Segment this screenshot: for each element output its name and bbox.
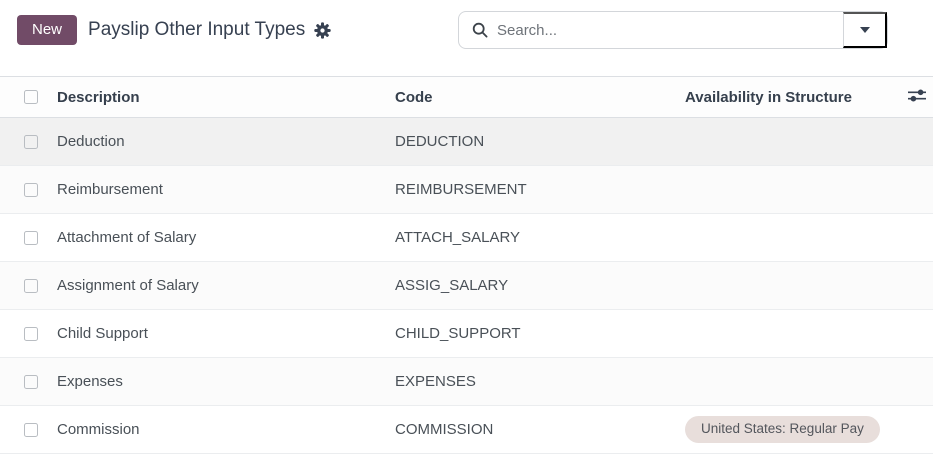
row-code-cell[interactable]: DEDUCTION [395, 117, 685, 166]
column-header-description[interactable]: Description [57, 76, 395, 118]
row-code-cell[interactable]: CHILD_SUPPORT [395, 309, 685, 358]
row-trailing-cell [900, 213, 933, 262]
row-trailing-cell [900, 165, 933, 214]
list-table: Description Code Availability in Structu… [0, 76, 933, 454]
row-availability-cell[interactable] [685, 261, 900, 310]
row-trailing-cell [900, 309, 933, 358]
row-checkbox[interactable] [24, 422, 38, 437]
search-main [459, 12, 843, 48]
row-checkbox[interactable] [24, 326, 38, 341]
row-trailing-cell [900, 261, 933, 310]
row-checkbox[interactable] [24, 134, 38, 149]
row-code-cell[interactable]: ASSIG_SALARY [395, 261, 685, 310]
row-availability-cell[interactable] [685, 357, 900, 406]
row-checkbox-cell [0, 405, 57, 454]
row-availability-cell[interactable] [685, 117, 900, 166]
row-checkbox-cell [0, 261, 57, 310]
row-description-cell[interactable]: Reimbursement [57, 165, 395, 214]
row-trailing-cell [900, 117, 933, 166]
row-trailing-cell [900, 357, 933, 406]
table-row[interactable]: Reimbursement REIMBURSEMENT [0, 165, 933, 214]
row-checkbox[interactable] [24, 374, 38, 389]
row-description-cell[interactable]: Child Support [57, 309, 395, 358]
row-availability-cell[interactable] [685, 213, 900, 262]
row-checkbox-cell [0, 213, 57, 262]
row-checkbox[interactable] [24, 278, 38, 293]
topbar: New Payslip Other Input Types [0, 0, 933, 60]
availability-badge: United States: Regular Pay [685, 416, 880, 443]
row-checkbox-cell [0, 357, 57, 406]
gear-icon[interactable] [314, 21, 331, 39]
page-title: Payslip Other Input Types [88, 19, 306, 40]
row-code-cell[interactable]: ATTACH_SALARY [395, 213, 685, 262]
search-box [458, 11, 888, 49]
search-icon [472, 22, 488, 38]
row-checkbox[interactable] [24, 230, 38, 245]
table-row[interactable]: Expenses EXPENSES [0, 357, 933, 406]
search-dropdown-toggle[interactable] [843, 12, 887, 48]
table-row[interactable]: Deduction DEDUCTION [0, 117, 933, 166]
row-description-cell[interactable]: Deduction [57, 117, 395, 166]
table-row[interactable]: Commission COMMISSION United States: Reg… [0, 405, 933, 454]
adjust-columns-icon[interactable] [907, 88, 927, 103]
adjust-columns-cell [900, 76, 933, 118]
row-availability-cell[interactable] [685, 165, 900, 214]
row-description-cell[interactable]: Attachment of Salary [57, 213, 395, 262]
table-row[interactable]: Child Support CHILD_SUPPORT [0, 309, 933, 358]
select-all-cell [0, 76, 57, 118]
row-availability-cell[interactable]: United States: Regular Pay [685, 405, 900, 454]
column-header-availability[interactable]: Availability in Structure [685, 76, 900, 118]
table-header-row: Description Code Availability in Structu… [0, 76, 933, 118]
table-row[interactable]: Assignment of Salary ASSIG_SALARY [0, 261, 933, 310]
search-input[interactable] [497, 21, 843, 39]
row-availability-cell[interactable] [685, 309, 900, 358]
row-code-cell[interactable]: COMMISSION [395, 405, 685, 454]
table-row[interactable]: Attachment of Salary ATTACH_SALARY [0, 213, 933, 262]
table-body: Deduction DEDUCTION Reimbursement REIMBU… [0, 117, 933, 454]
row-code-cell[interactable]: EXPENSES [395, 357, 685, 406]
row-checkbox-cell [0, 117, 57, 166]
row-description-cell[interactable]: Expenses [57, 357, 395, 406]
row-description-cell[interactable]: Commission [57, 405, 395, 454]
row-description-cell[interactable]: Assignment of Salary [57, 261, 395, 310]
row-trailing-cell [900, 405, 933, 454]
row-checkbox-cell [0, 165, 57, 214]
column-header-code[interactable]: Code [395, 76, 685, 118]
caret-down-icon [859, 27, 870, 33]
select-all-checkbox[interactable] [24, 90, 38, 104]
row-code-cell[interactable]: REIMBURSEMENT [395, 165, 685, 214]
row-checkbox-cell [0, 309, 57, 358]
new-button[interactable]: New [17, 14, 78, 46]
row-checkbox[interactable] [24, 182, 38, 197]
